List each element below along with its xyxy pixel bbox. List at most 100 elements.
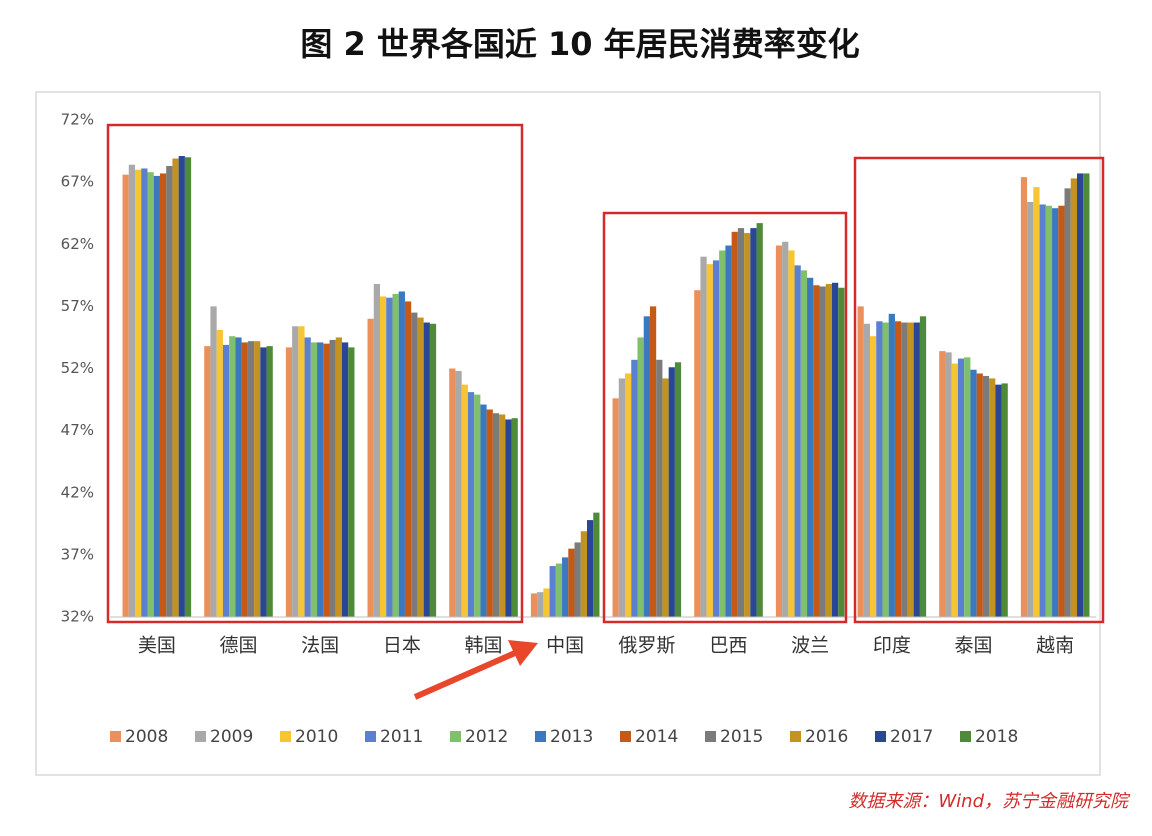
- bar: [417, 317, 424, 617]
- bar: [486, 409, 493, 617]
- legend-label: 2008: [125, 727, 168, 747]
- bar: [530, 593, 538, 617]
- legend-label: 2013: [550, 727, 593, 747]
- y-tick-label: 47%: [61, 421, 94, 439]
- bar: [128, 164, 136, 618]
- bar: [945, 352, 952, 617]
- bar: [172, 158, 179, 617]
- bar: [782, 241, 789, 617]
- arrow: [413, 640, 538, 700]
- bar: [367, 318, 374, 617]
- bar: [982, 375, 990, 617]
- legend-label: 2018: [975, 727, 1018, 747]
- bar: [888, 313, 895, 617]
- bar: [455, 370, 462, 617]
- bar: [549, 566, 556, 617]
- bar: [712, 260, 720, 617]
- bar: [939, 351, 946, 617]
- x-tick-label: 日本: [383, 635, 421, 657]
- legend-label: 2017: [890, 727, 933, 747]
- bar: [1001, 383, 1008, 617]
- bar: [492, 413, 500, 617]
- bar: [919, 316, 927, 617]
- bar: [423, 322, 430, 617]
- bar: [537, 592, 544, 617]
- bar: [800, 270, 808, 617]
- bar: [341, 342, 349, 617]
- bar: [794, 265, 801, 617]
- bar: [122, 174, 129, 618]
- bar: [737, 228, 745, 617]
- legend-swatch: [960, 731, 971, 742]
- bar: [586, 520, 594, 617]
- bar: [429, 323, 437, 617]
- bar: [568, 548, 575, 617]
- y-tick-label: 57%: [61, 297, 94, 315]
- source-note: 数据来源：Wind，苏宁金融研究院: [848, 791, 1131, 812]
- bar: [1076, 173, 1084, 618]
- bar: [901, 322, 908, 617]
- bar: [706, 264, 713, 617]
- legend-swatch: [280, 731, 291, 742]
- bar: [235, 337, 242, 617]
- bar: [750, 228, 757, 617]
- x-tick-label: 印度: [873, 635, 911, 657]
- bar: [674, 362, 682, 617]
- bar: [392, 293, 399, 617]
- bar: [831, 282, 839, 617]
- bar: [304, 337, 311, 617]
- bar: [1058, 205, 1065, 618]
- bar: [970, 369, 977, 617]
- bar: [643, 316, 650, 617]
- bar: [593, 512, 600, 617]
- bar: [1027, 202, 1034, 617]
- x-tick-label: 中国: [546, 635, 584, 657]
- bar: [612, 398, 619, 617]
- highlight-box: [602, 211, 848, 624]
- bar: [298, 326, 305, 617]
- bar: [178, 156, 185, 617]
- x-tick-label: 波兰: [791, 635, 829, 657]
- bar: [731, 231, 738, 617]
- legend-swatch: [110, 731, 121, 742]
- bar: [222, 344, 230, 617]
- plot: 32% 37% 42% 47% 52% 57% 62% 67% 72% 美国 德国 法国 日本 韩国 中国 俄…: [61, 111, 1096, 747]
- legend-label: 2014: [635, 727, 678, 747]
- x-tick-label: 越南: [1036, 635, 1074, 657]
- bar: [825, 284, 832, 617]
- bar: [562, 557, 569, 617]
- bar: [719, 250, 726, 617]
- legend-swatch: [875, 731, 886, 742]
- bar: [649, 306, 657, 617]
- bar: [260, 347, 267, 617]
- legend-label: 2011: [380, 727, 423, 747]
- bar: [216, 329, 223, 617]
- bar: [1064, 188, 1071, 617]
- y-tick-label: 37%: [61, 545, 94, 563]
- bar: [637, 337, 644, 617]
- x-tick-label: 德国: [219, 635, 257, 657]
- y-tick-label: 52%: [61, 359, 94, 377]
- legend-label: 2012: [465, 727, 508, 747]
- bar: [241, 342, 248, 617]
- bar: [329, 339, 336, 617]
- legend-swatch: [535, 731, 546, 742]
- bar: [166, 165, 173, 617]
- bar: [153, 175, 160, 617]
- bar: [247, 341, 255, 617]
- bar: [1033, 187, 1040, 617]
- bar: [694, 290, 701, 617]
- bar: [995, 384, 1002, 617]
- y-tick-label: 72%: [61, 111, 94, 129]
- bar: [775, 245, 783, 617]
- bar: [335, 337, 342, 617]
- bar: [254, 341, 261, 617]
- bar: [411, 312, 418, 617]
- bar: [1039, 204, 1046, 618]
- y-tick-label: 62%: [61, 235, 94, 253]
- bar: [398, 291, 405, 617]
- bar: [668, 367, 675, 617]
- bar: [511, 418, 518, 617]
- legend-swatch: [195, 731, 206, 742]
